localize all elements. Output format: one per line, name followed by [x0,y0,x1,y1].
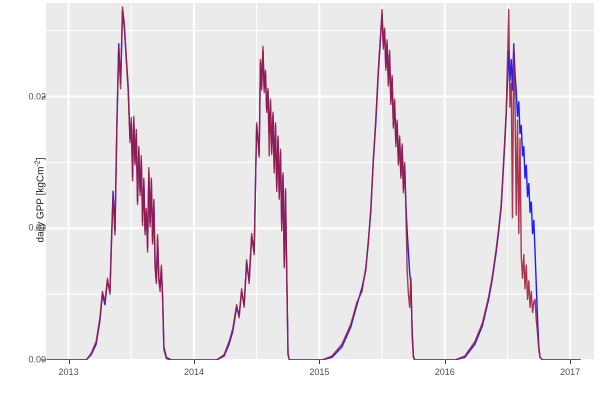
plot-panel [46,3,594,360]
x-tick-label: 2013 [58,367,79,377]
plot-area [46,3,594,360]
x-tick-label: 2015 [309,367,330,377]
x-tick-label: 2017 [560,367,581,377]
x-tick-mark [193,360,195,364]
y-tick-mark [42,227,46,229]
x-tick-mark [68,360,70,364]
y-axis-title-tail: ] [35,157,47,161]
x-tick-label: 2016 [434,367,455,377]
y-tick-label: 0.00 [28,354,46,365]
y-tick-mark [42,96,46,98]
x-tick-label: 2014 [183,367,204,377]
series-line-series-blue [46,10,581,360]
y-tick-label: 0.02 [28,91,46,102]
y-tick-label: 0.01 [28,222,46,233]
y-axis-title-superscript: -2 [34,160,42,167]
x-tick-mark [570,360,572,364]
series-line-series-red [46,6,581,360]
x-tick-mark [444,360,446,364]
x-tick-mark [319,360,321,364]
y-tick-mark [42,359,46,361]
